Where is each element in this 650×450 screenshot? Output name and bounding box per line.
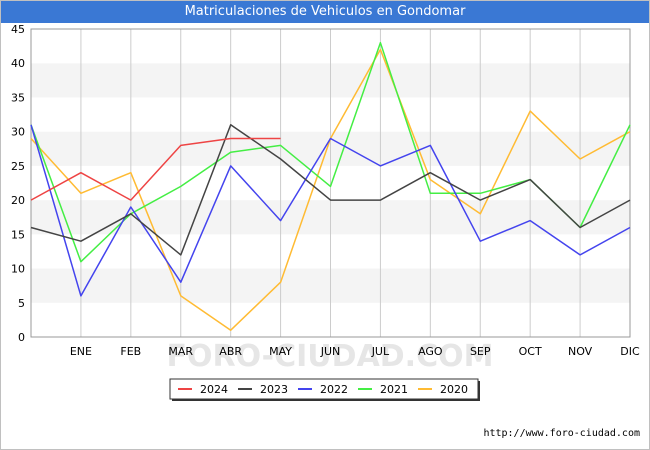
y-tick-labels: 0 5 10 15 20 25 30 35 40 45 [11,23,25,344]
vertical-gridlines [80,29,581,337]
y-tick-label: 15 [11,228,25,241]
y-tick-label: 40 [11,57,25,70]
y-tick-label: 45 [11,23,25,36]
x-tick-label: SEP [470,345,491,358]
x-tick-label: ENE [70,345,92,358]
y-tick-label: 20 [11,194,25,207]
legend-box [169,378,479,400]
x-tick-labels: ENE FEB MAR ABR MAY JUN JUL AGO SEP OCT NOV DIC [70,345,640,358]
x-tick-label: JUN [320,345,341,358]
series-line-2024 [30,137,281,201]
x-tick-label: JUL [371,345,390,358]
x-tick-label: OCT [519,345,542,358]
y-tick-label: 25 [11,160,25,173]
legend-label-2021: 2021 [380,383,408,396]
series-line-2023 [30,124,631,256]
x-tick-label: DIC [620,345,640,358]
x-tick-label: NOV [568,345,593,358]
watermark: FORO-CIUDAD.COM [167,339,494,374]
legend-label-2024: 2024 [200,383,228,396]
x-tick-label: AGO [418,345,443,358]
legend-label-2020: 2020 [440,383,468,396]
y-tick-label: 35 [11,91,25,104]
series-lines [30,41,631,331]
x-tick-label: FEB [120,345,141,358]
plot-border [30,28,631,338]
y-tick-label: 5 [18,297,25,310]
legend-label-2023: 2023 [260,383,288,396]
footer-url: http://www.foro-ciudad.com [483,428,640,439]
legend-label-2022: 2022 [320,383,348,396]
series-line-2022 [30,124,631,297]
chart-title: Matriculaciones de Vehiculos en Gondomar [1,1,649,23]
y-tick-label: 30 [11,126,25,139]
x-tick-label: ABR [219,345,242,358]
y-tick-label: 10 [11,263,25,276]
x-tick-label: MAR [168,345,193,358]
y-tick-label: 0 [18,331,25,344]
legend: 2024 2023 2022 2021 2020 [169,378,480,401]
x-tick-label: MAY [269,345,292,358]
